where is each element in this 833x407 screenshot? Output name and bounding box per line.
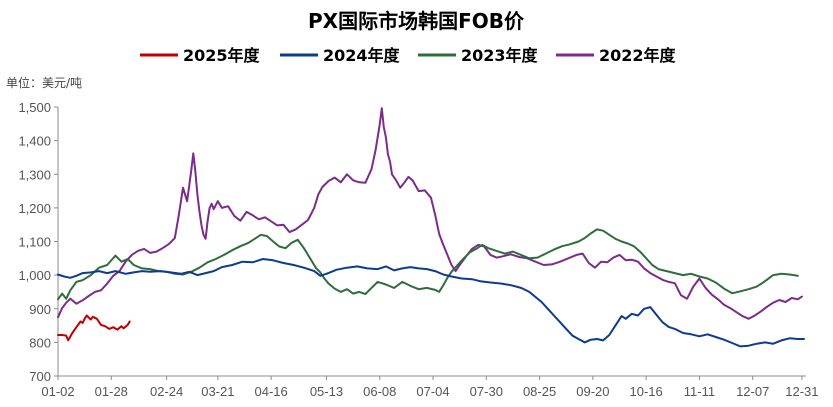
- y-tick-label: 1,200: [18, 201, 51, 216]
- x-tick-label: 07-30: [470, 384, 503, 399]
- series-line-2025年度: [57, 314, 131, 342]
- y-tick-label: 1,400: [18, 134, 51, 149]
- y-tick-label: 1,100: [18, 235, 51, 250]
- chart-title: PX国际市场韩国FOB价: [308, 9, 525, 33]
- y-tick-label: 800: [29, 335, 51, 350]
- x-tick-label: 08-25: [523, 384, 556, 399]
- legend-label: 2022年度: [599, 46, 677, 65]
- y-tick-label: 900: [29, 302, 51, 317]
- y-tick-label: 700: [29, 369, 51, 384]
- y-tick-label: 1,000: [18, 268, 51, 283]
- x-tick-label: 03-21: [201, 384, 234, 399]
- x-tick-label: 09-20: [576, 384, 609, 399]
- x-tick-label: 12-31: [785, 384, 818, 399]
- x-tick-label: 05-13: [310, 384, 343, 399]
- x-tick-label: 10-16: [630, 384, 663, 399]
- x-tick-label: 01-02: [41, 384, 74, 399]
- x-tick-label: 04-16: [255, 384, 288, 399]
- y-tick-label: 1,300: [18, 167, 51, 182]
- unit-label: 单位：美元/吨: [6, 75, 82, 90]
- x-tick-label: 11-11: [684, 384, 715, 399]
- series-line-2024年度: [57, 258, 805, 348]
- legend-label: 2025年度: [183, 46, 261, 65]
- legend-label: 2023年度: [461, 46, 539, 65]
- series-line-2023年度: [57, 228, 799, 301]
- x-tick-label: 07-04: [416, 384, 449, 399]
- legend: 2025年度 2024年度 2023年度 2022年度: [140, 46, 677, 65]
- plot-area: 700 800 900 1,000 1,100 1,200 1,300 1,400 1,500 0…: [18, 100, 818, 399]
- x-tick-label: 12-07: [736, 384, 769, 399]
- x-tick-label: 01-28: [95, 384, 128, 399]
- legend-label: 2024年度: [323, 46, 401, 65]
- x-tick-label: 06-08: [363, 384, 396, 399]
- y-tick-label: 1,500: [18, 100, 51, 115]
- series-line-2022年度: [57, 107, 803, 320]
- x-tick-label: 02-24: [150, 384, 183, 399]
